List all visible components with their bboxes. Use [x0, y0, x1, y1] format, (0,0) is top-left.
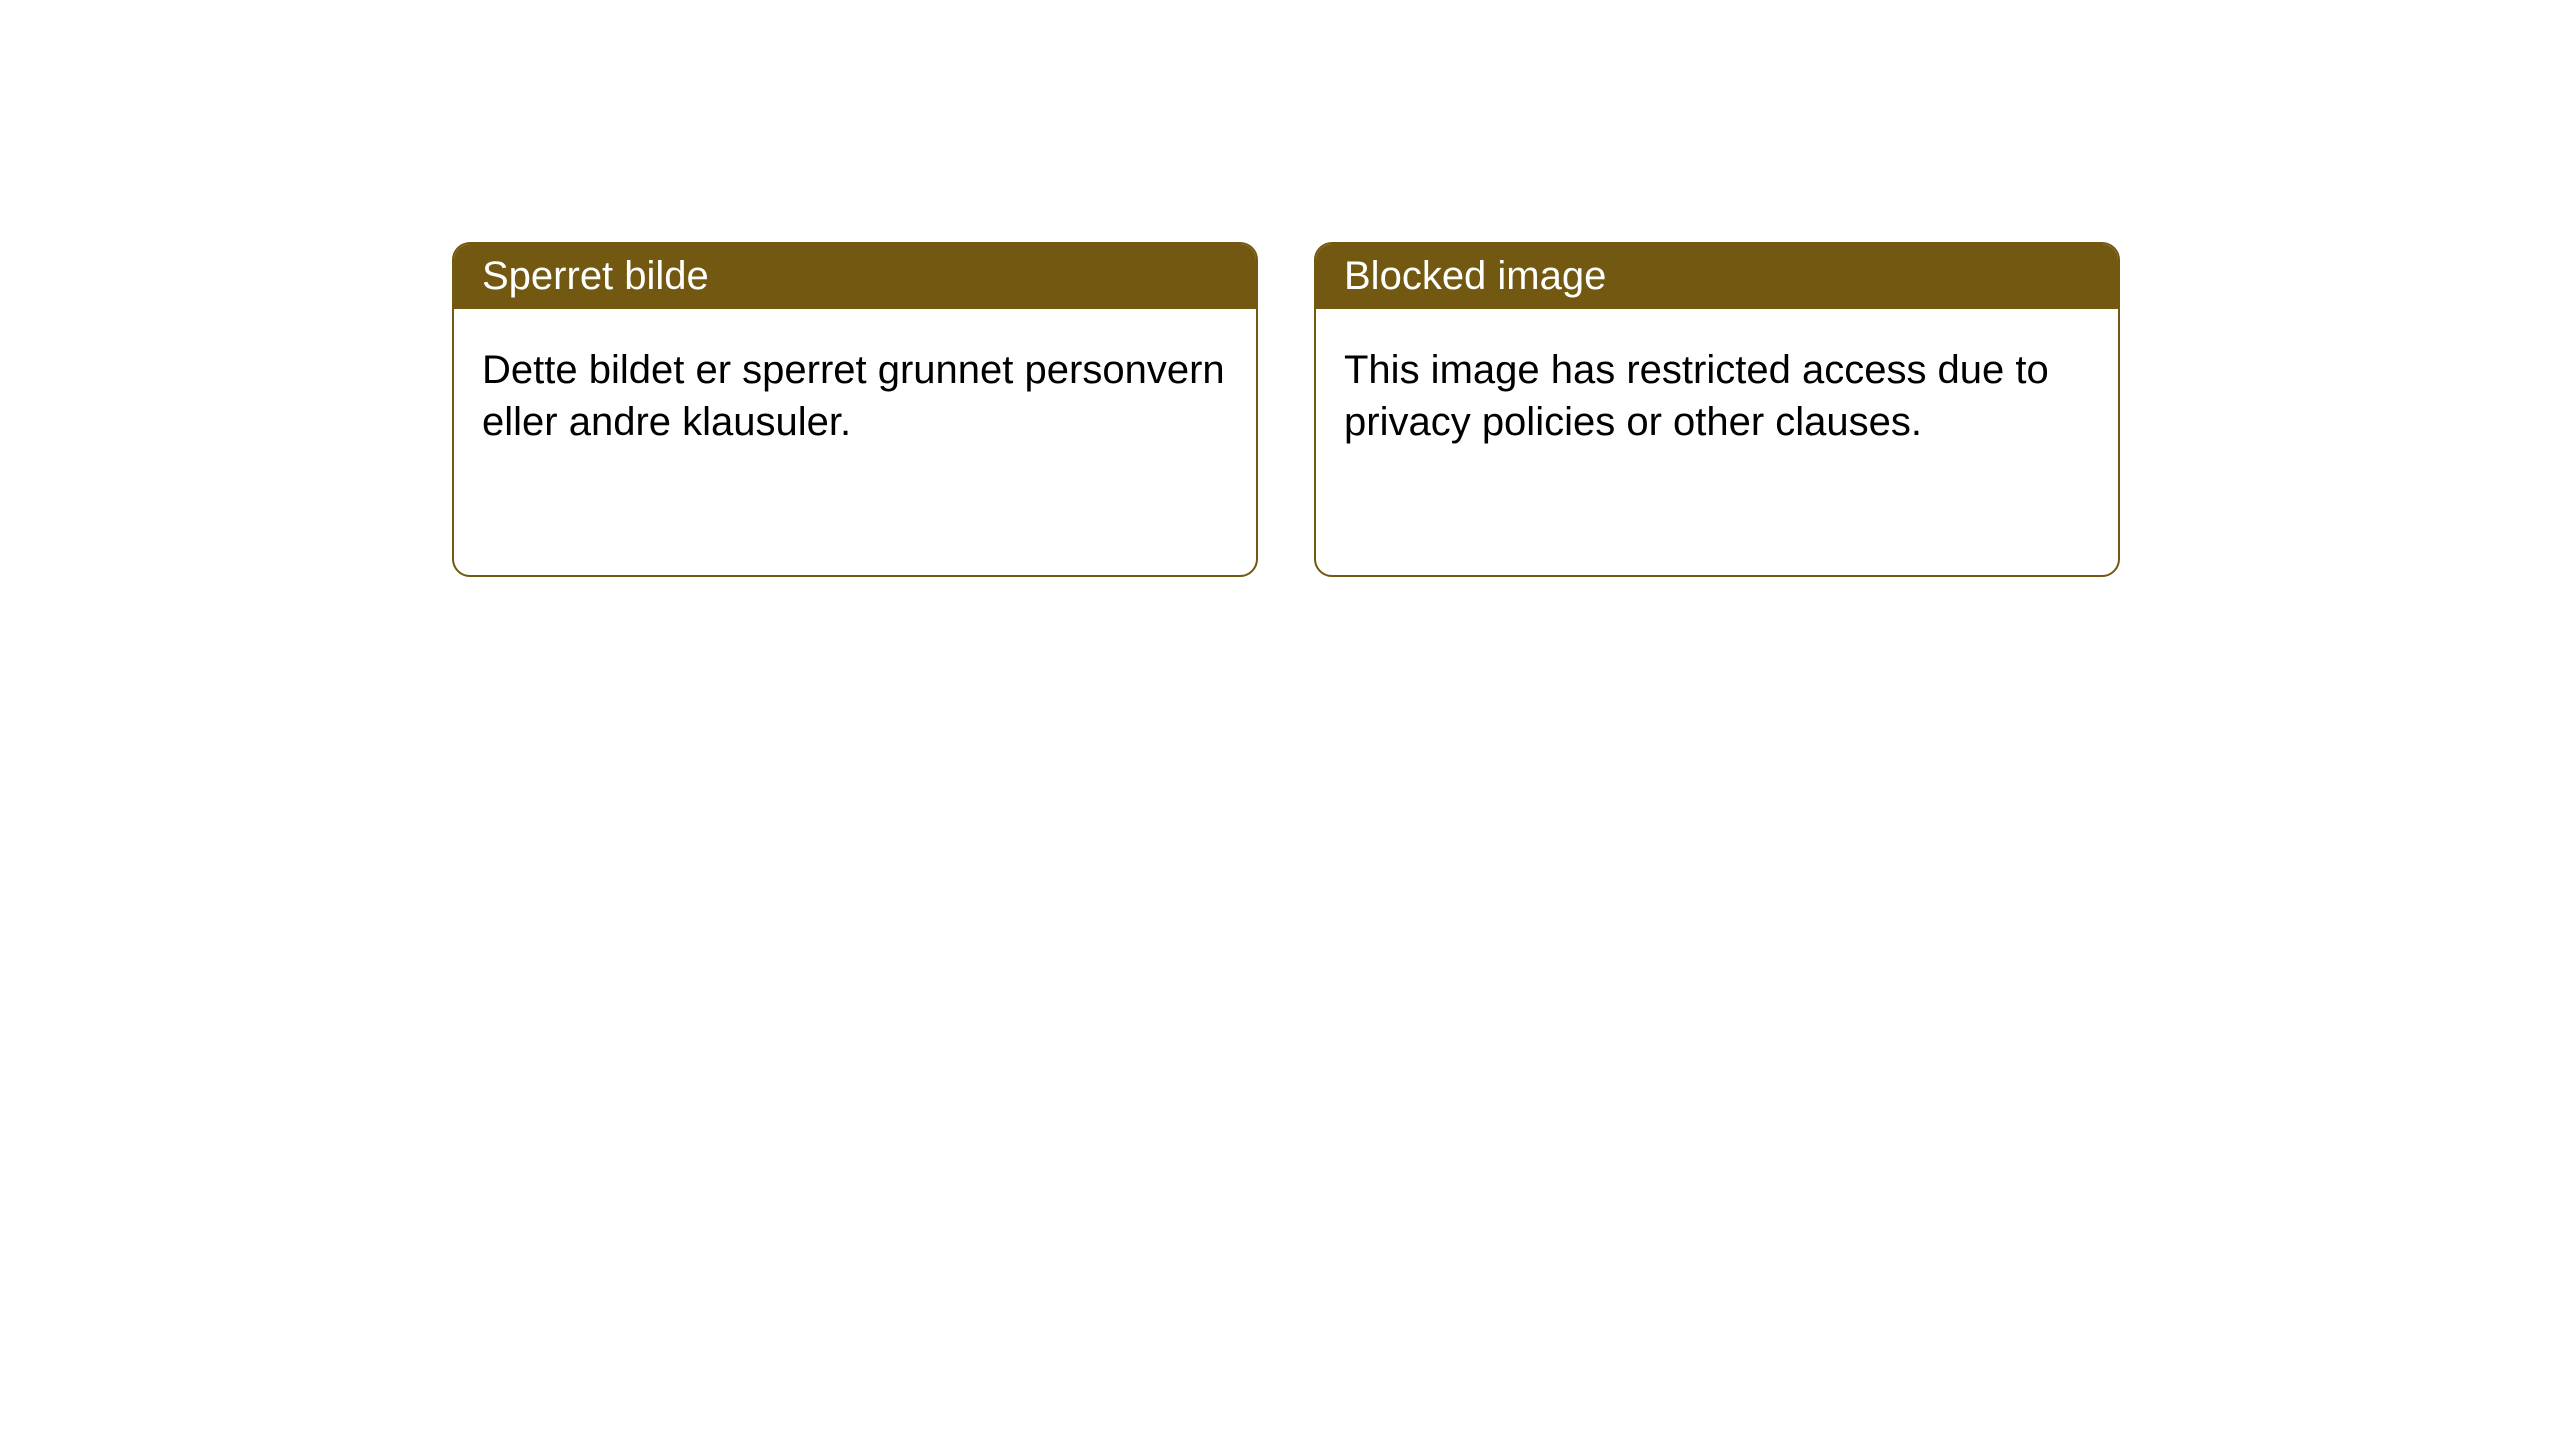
notice-card-header: Sperret bilde: [454, 244, 1256, 309]
notice-body-text: This image has restricted access due to …: [1344, 348, 2049, 444]
notice-card-body: Dette bildet er sperret grunnet personve…: [454, 309, 1256, 483]
notice-card-english: Blocked image This image has restricted …: [1314, 242, 2120, 577]
notice-card-body: This image has restricted access due to …: [1316, 309, 2118, 483]
notice-title: Blocked image: [1344, 254, 1606, 298]
notice-card-header: Blocked image: [1316, 244, 2118, 309]
notice-body-text: Dette bildet er sperret grunnet personve…: [482, 348, 1225, 444]
notice-title: Sperret bilde: [482, 254, 709, 298]
notice-card-norwegian: Sperret bilde Dette bildet er sperret gr…: [452, 242, 1258, 577]
notice-cards-container: Sperret bilde Dette bildet er sperret gr…: [0, 0, 2560, 577]
